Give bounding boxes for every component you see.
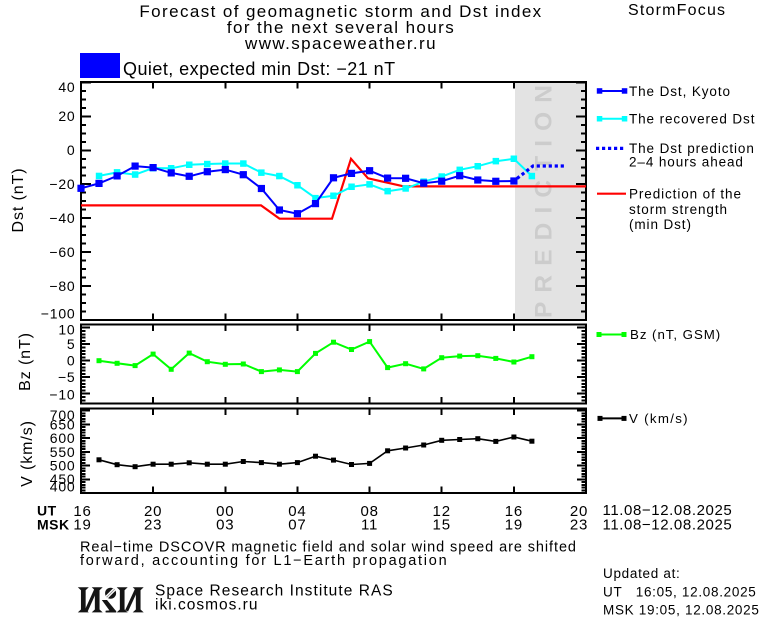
- svg-text:Quiet, expected min Dst: −21 n: Quiet, expected min Dst: −21 nT: [123, 59, 396, 79]
- svg-text:−60: −60: [49, 244, 75, 260]
- svg-text:The recovered Dst: The recovered Dst: [629, 112, 755, 127]
- svg-text:500: 500: [50, 458, 76, 474]
- svg-text:MSK 19:05, 12.08.2025: MSK 19:05, 12.08.2025: [603, 603, 760, 618]
- svg-text:0: 0: [67, 353, 76, 369]
- svg-text:V (km/s): V (km/s): [629, 411, 689, 426]
- svg-text:Bz (nT, GSM): Bz (nT, GSM): [630, 327, 721, 342]
- svg-text:23: 23: [570, 516, 588, 533]
- svg-text:12: 12: [433, 503, 451, 520]
- svg-text:19: 19: [73, 516, 91, 533]
- svg-text:450: 450: [50, 471, 76, 487]
- svg-text:−20: −20: [49, 176, 75, 192]
- svg-text:MSK: MSK: [37, 516, 70, 532]
- svg-text:20: 20: [144, 503, 162, 520]
- svg-text:400: 400: [50, 478, 76, 494]
- svg-text:03: 03: [216, 516, 234, 533]
- svg-text:UT 16:05, 12.08.2025: UT 16:05, 12.08.2025: [603, 585, 757, 600]
- svg-text:0: 0: [67, 142, 76, 158]
- svg-text:11.08−12.08.2025: 11.08−12.08.2025: [603, 516, 733, 533]
- svg-text:19: 19: [505, 516, 523, 533]
- svg-text:2–4 hours ahead: 2–4 hours ahead: [629, 154, 744, 169]
- svg-text:−5: −5: [58, 369, 76, 385]
- svg-text:40: 40: [58, 79, 75, 95]
- svg-text:11: 11: [361, 516, 378, 533]
- svg-text:550: 550: [50, 444, 76, 460]
- svg-text:−80: −80: [49, 278, 75, 294]
- svg-text:Bz (nT): Bz (nT): [17, 332, 34, 391]
- svg-text:StormFocus: StormFocus: [628, 2, 726, 19]
- svg-text:Dst (nT): Dst (nT): [10, 168, 27, 233]
- svg-text:11.08−12.08.2025: 11.08−12.08.2025: [603, 502, 733, 519]
- svg-text:08: 08: [360, 503, 378, 520]
- svg-text:Real−time DSCOVR magnetic fiel: Real−time DSCOVR magnetic field and sola…: [80, 540, 577, 556]
- svg-text:04: 04: [288, 503, 306, 520]
- svg-text:The Dst prediction: The Dst prediction: [629, 141, 755, 156]
- svg-text:V (km/s): V (km/s): [19, 420, 36, 487]
- svg-text:iki.cosmos.ru: iki.cosmos.ru: [155, 597, 258, 614]
- svg-text:600: 600: [50, 430, 76, 446]
- svg-text:20: 20: [570, 503, 588, 520]
- svg-text:23: 23: [144, 516, 162, 533]
- svg-text:650: 650: [50, 416, 76, 432]
- svg-text:The Dst, Kyoto: The Dst, Kyoto: [629, 84, 731, 99]
- svg-text:15: 15: [433, 516, 451, 533]
- svg-text:−40: −40: [49, 210, 75, 226]
- svg-text:for the next several hours: for the next several hours: [227, 18, 455, 37]
- svg-text:Prediction of the: Prediction of the: [629, 186, 742, 201]
- svg-text:16: 16: [73, 503, 91, 520]
- svg-text:Space Research Institute RAS: Space Research Institute RAS: [155, 583, 394, 600]
- svg-text:10: 10: [58, 321, 75, 337]
- svg-text:Updated at:: Updated at:: [603, 566, 681, 581]
- svg-text:(min Dst): (min Dst): [629, 217, 692, 232]
- svg-text:700: 700: [50, 407, 76, 423]
- svg-text:5: 5: [67, 336, 76, 352]
- svg-text:−100: −100: [41, 305, 76, 321]
- svg-text:Forecast of geomagnetic storm: Forecast of geomagnetic storm and Dst in…: [139, 2, 542, 21]
- svg-text:16: 16: [505, 503, 523, 520]
- svg-text:−10: −10: [49, 387, 75, 403]
- svg-text:forward, accounting for L1−Ear: forward, accounting for L1−Earth propaga…: [80, 553, 448, 569]
- svg-text:00: 00: [216, 503, 234, 520]
- svg-text:UT: UT: [37, 502, 57, 518]
- svg-text:07: 07: [288, 516, 306, 533]
- svg-text:www.spaceweather.ru: www.spaceweather.ru: [244, 34, 437, 53]
- svg-text:20: 20: [58, 108, 75, 124]
- svg-text:storm strength: storm strength: [629, 202, 728, 217]
